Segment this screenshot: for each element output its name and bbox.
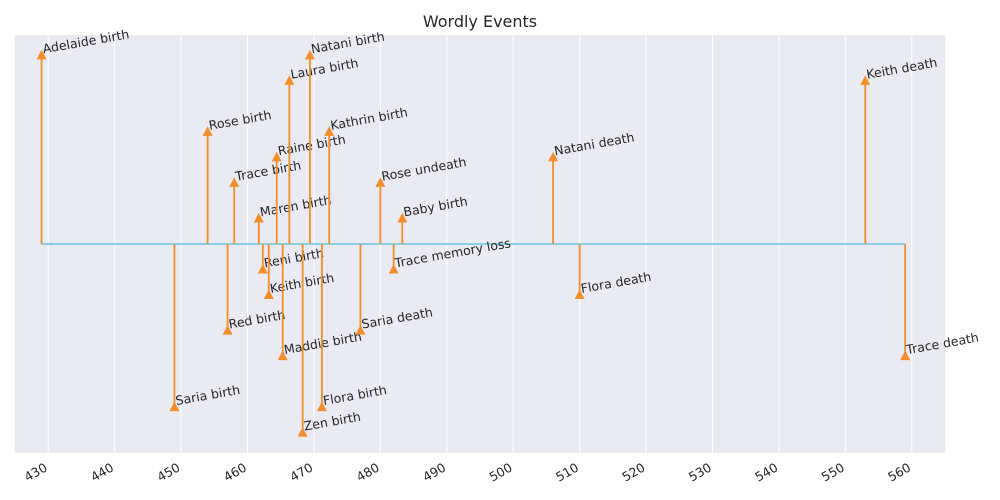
event-marker — [324, 126, 335, 136]
event-marker — [316, 401, 327, 412]
chart-title: Wordly Events — [423, 12, 537, 31]
event-marker — [169, 401, 180, 412]
event-marker — [397, 213, 408, 223]
event-marker — [229, 177, 240, 187]
event-marker — [277, 350, 288, 361]
event-marker — [860, 75, 871, 85]
event-marker — [202, 126, 213, 136]
event-marker — [284, 75, 295, 85]
event-marker — [574, 289, 585, 299]
event-marker — [222, 325, 233, 335]
event-marker — [388, 263, 399, 274]
event-marker — [36, 49, 47, 60]
event-marker — [355, 325, 366, 335]
event-marker — [548, 151, 559, 162]
event-marker — [263, 289, 274, 299]
event-marker — [271, 151, 282, 162]
event-marker — [375, 177, 386, 187]
event-marker — [304, 49, 315, 60]
event-marker — [900, 350, 911, 361]
event-marker — [253, 213, 264, 223]
event-marker — [297, 427, 308, 437]
event-marker — [257, 263, 268, 274]
